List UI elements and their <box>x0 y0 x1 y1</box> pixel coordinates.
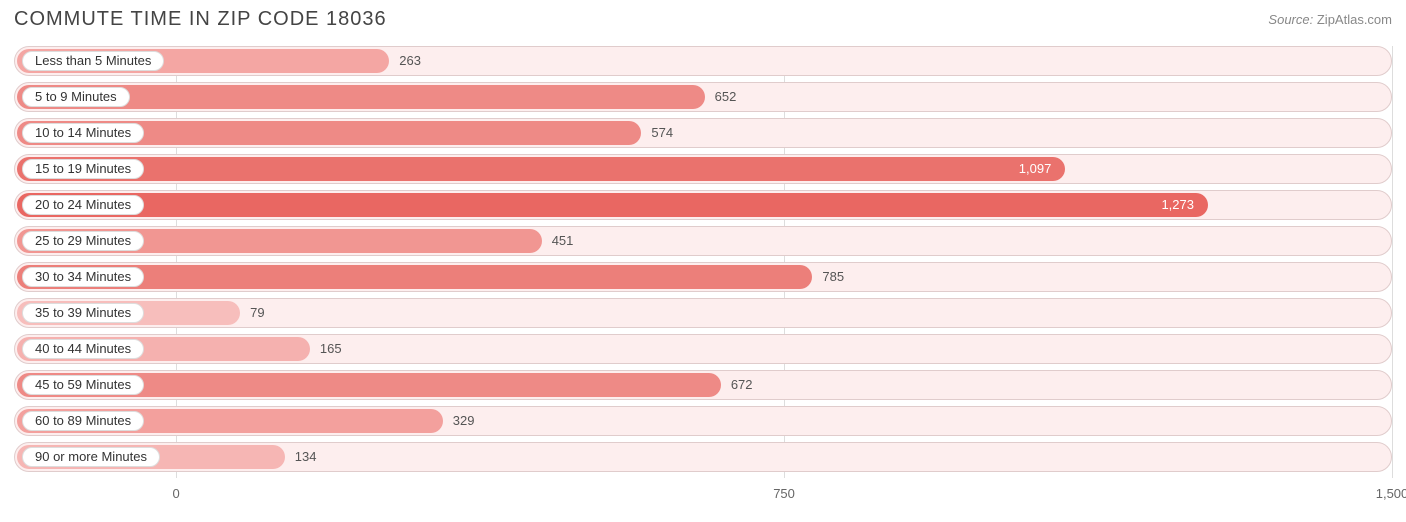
value-label: 79 <box>240 298 264 328</box>
source-label: Source: <box>1268 12 1313 27</box>
bar-row: 90 or more Minutes 134 <box>14 442 1392 472</box>
bar-row: 35 to 39 Minutes 79 <box>14 298 1392 328</box>
bar-row: 20 to 24 Minutes 1,273 <box>14 190 1392 220</box>
bar-row: 60 to 89 Minutes 329 <box>14 406 1392 436</box>
value-label: 263 <box>389 46 421 76</box>
x-tick-label: 0 <box>172 486 179 501</box>
category-label: 60 to 89 Minutes <box>22 411 144 431</box>
category-label: 35 to 39 Minutes <box>22 303 144 323</box>
category-label: 40 to 44 Minutes <box>22 339 144 359</box>
bar-row: 15 to 19 Minutes 1,097 <box>14 154 1392 184</box>
gridline <box>1392 46 1393 478</box>
value-label: 1,097 <box>1019 154 1066 184</box>
value-label: 165 <box>310 334 342 364</box>
category-label: Less than 5 Minutes <box>22 51 164 71</box>
category-label: 15 to 19 Minutes <box>22 159 144 179</box>
value-label: 329 <box>443 406 475 436</box>
category-label: 5 to 9 Minutes <box>22 87 130 107</box>
value-label: 574 <box>641 118 673 148</box>
bar-row: Less than 5 Minutes 263 <box>14 46 1392 76</box>
plot-area: 07501,500Less than 5 Minutes2635 to 9 Mi… <box>14 46 1392 478</box>
bar-row: 30 to 34 Minutes 785 <box>14 262 1392 292</box>
bar-row: 45 to 59 Minutes 672 <box>14 370 1392 400</box>
bar-row: 10 to 14 Minutes 574 <box>14 118 1392 148</box>
category-label: 25 to 29 Minutes <box>22 231 144 251</box>
commute-time-chart: COMMUTE TIME IN ZIP CODE 18036 Source: Z… <box>0 0 1406 522</box>
category-label: 10 to 14 Minutes <box>22 123 144 143</box>
bar <box>17 193 1208 217</box>
x-tick-label: 750 <box>773 486 795 501</box>
category-label: 90 or more Minutes <box>22 447 160 467</box>
category-label: 30 to 34 Minutes <box>22 267 144 287</box>
category-label: 20 to 24 Minutes <box>22 195 144 215</box>
bar-row: 40 to 44 Minutes 165 <box>14 334 1392 364</box>
chart-title: COMMUTE TIME IN ZIP CODE 18036 <box>14 8 387 31</box>
bar <box>17 157 1065 181</box>
source-value: ZipAtlas.com <box>1317 12 1392 27</box>
value-label: 451 <box>542 226 574 256</box>
value-label: 1,273 <box>1161 190 1208 220</box>
category-label: 45 to 59 Minutes <box>22 375 144 395</box>
value-label: 134 <box>285 442 317 472</box>
value-label: 652 <box>705 82 737 112</box>
value-label: 672 <box>721 370 753 400</box>
bar-row: 25 to 29 Minutes 451 <box>14 226 1392 256</box>
bar-row: 5 to 9 Minutes 652 <box>14 82 1392 112</box>
chart-source: Source: ZipAtlas.com <box>1268 12 1392 27</box>
x-tick-label: 1,500 <box>1376 486 1406 501</box>
value-label: 785 <box>812 262 844 292</box>
